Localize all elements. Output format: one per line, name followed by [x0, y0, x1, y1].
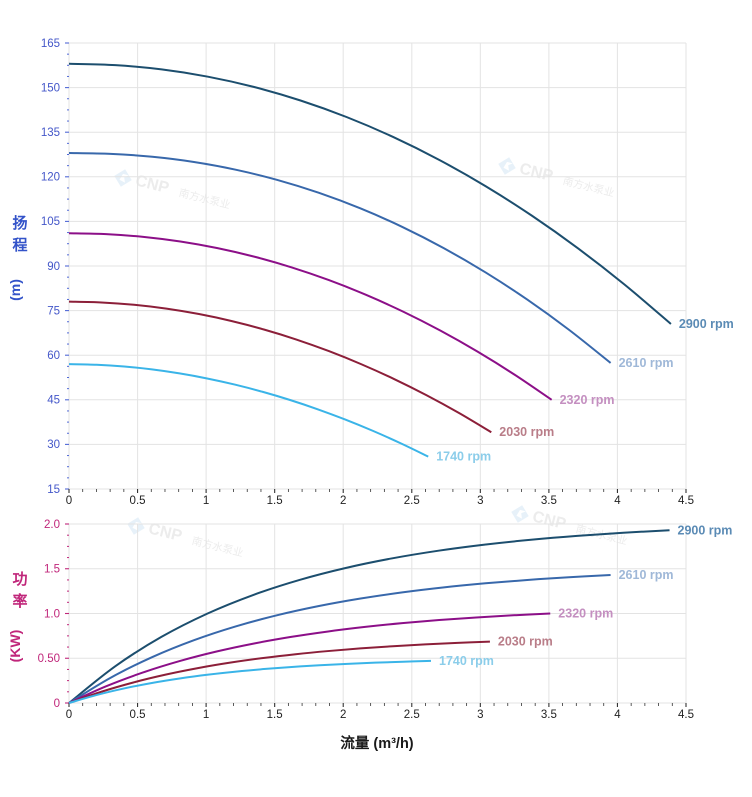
svg-text:2900 rpm: 2900 rpm	[678, 523, 733, 537]
svg-text:60: 60	[47, 350, 60, 362]
svg-text:0.5: 0.5	[130, 709, 146, 721]
svg-text:135: 135	[41, 127, 60, 139]
svg-text:1: 1	[203, 495, 209, 507]
svg-text:(KW): (KW)	[7, 630, 23, 663]
svg-text:30: 30	[47, 439, 60, 451]
svg-text:1740 rpm: 1740 rpm	[436, 450, 491, 464]
svg-text:165: 165	[41, 38, 60, 50]
svg-text:2900 rpm: 2900 rpm	[679, 317, 734, 331]
svg-text:75: 75	[47, 305, 60, 317]
svg-text:4: 4	[614, 495, 621, 507]
svg-text:2: 2	[340, 495, 346, 507]
svg-text:扬: 扬	[12, 214, 27, 232]
svg-text:1.5: 1.5	[267, 709, 283, 721]
svg-text:1.5: 1.5	[267, 495, 283, 507]
svg-text:2610 rpm: 2610 rpm	[619, 568, 674, 582]
svg-text:0: 0	[54, 698, 60, 710]
svg-text:2.5: 2.5	[404, 709, 420, 721]
svg-text:率: 率	[12, 592, 27, 610]
svg-text:2.0: 2.0	[44, 519, 60, 531]
svg-text:4.5: 4.5	[678, 709, 694, 721]
svg-text:功: 功	[12, 571, 27, 588]
svg-text:45: 45	[47, 395, 60, 407]
svg-text:105: 105	[41, 216, 60, 228]
svg-text:0.50: 0.50	[38, 653, 60, 665]
svg-text:程: 程	[12, 237, 27, 254]
svg-text:90: 90	[47, 261, 60, 273]
svg-text:0: 0	[66, 709, 72, 721]
svg-text:2.5: 2.5	[404, 495, 420, 507]
svg-text:120: 120	[41, 172, 60, 184]
svg-text:1: 1	[203, 709, 209, 721]
svg-text:4.5: 4.5	[678, 495, 694, 507]
svg-text:3: 3	[477, 709, 483, 721]
svg-text:2030 rpm: 2030 rpm	[499, 425, 554, 439]
svg-text:3.5: 3.5	[541, 709, 557, 721]
svg-text:3: 3	[477, 495, 483, 507]
svg-text:2030 rpm: 2030 rpm	[498, 635, 553, 649]
svg-text:2610 rpm: 2610 rpm	[619, 356, 674, 370]
svg-text:2: 2	[340, 709, 346, 721]
svg-text:1.5: 1.5	[44, 564, 60, 576]
svg-text:3.5: 3.5	[541, 495, 557, 507]
svg-text:2320 rpm: 2320 rpm	[560, 393, 615, 407]
svg-text:15: 15	[47, 484, 60, 496]
svg-text:0: 0	[66, 495, 72, 507]
svg-text:150: 150	[41, 82, 60, 94]
svg-text:(m): (m)	[7, 279, 23, 301]
svg-text:流量 (m³/h): 流量 (m³/h)	[340, 734, 413, 752]
svg-text:4: 4	[614, 709, 621, 721]
svg-text:2320 rpm: 2320 rpm	[558, 607, 613, 621]
svg-text:1.0: 1.0	[44, 608, 60, 620]
svg-text:1740 rpm: 1740 rpm	[439, 654, 494, 668]
svg-text:0.5: 0.5	[130, 495, 146, 507]
